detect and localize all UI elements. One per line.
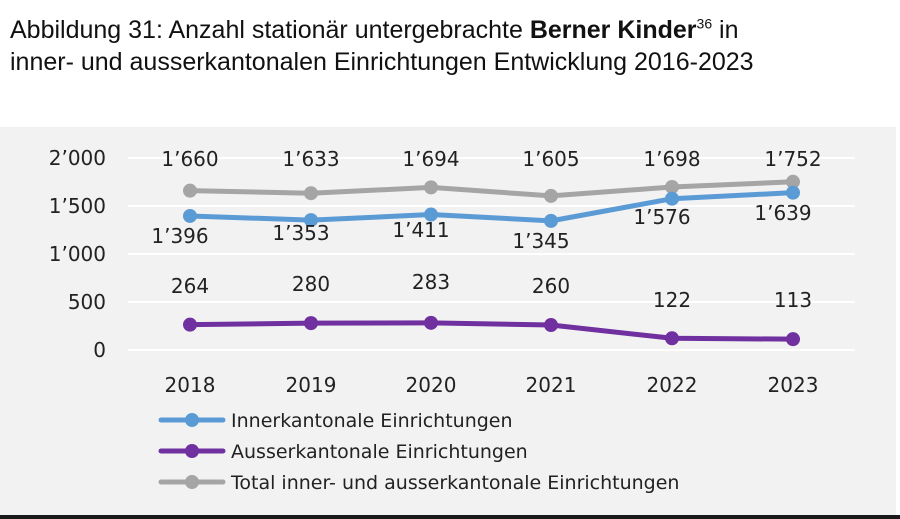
data-label: 1’605 — [522, 147, 579, 171]
data-point — [665, 179, 679, 194]
data-point — [786, 185, 800, 200]
title-line-2: inner- und ausserkantonalen Einrichtunge… — [10, 48, 754, 76]
x-tick-label: 2022 — [647, 373, 698, 397]
data-label: 113 — [774, 288, 812, 312]
chart-title: Abbildung 31: Anzahl stationär untergebr… — [10, 14, 890, 78]
series-line — [187, 179, 796, 199]
data-point — [424, 207, 438, 222]
data-point — [786, 332, 800, 347]
bottom-rule — [0, 515, 900, 519]
data-label: 1’396 — [151, 224, 208, 248]
legend-swatch-marker — [185, 413, 199, 427]
data-label: 283 — [412, 270, 450, 294]
data-label: 1’639 — [754, 201, 811, 225]
y-tick-label: 1’000 — [49, 242, 106, 266]
x-tick-label: 2018 — [165, 373, 216, 397]
legend-swatch-marker — [185, 475, 199, 489]
title-prefix: Abbildung 31: Anzahl stationär untergebr… — [10, 16, 530, 44]
data-point — [304, 186, 318, 201]
data-label: 1’694 — [402, 147, 459, 171]
data-label: 280 — [292, 272, 330, 296]
data-point — [183, 208, 197, 223]
y-tick-label: 500 — [68, 290, 106, 314]
title-bold: Berner Kinder — [529, 16, 697, 44]
data-point — [183, 183, 197, 198]
title-footnote: 36 — [696, 15, 713, 32]
data-label: 1’698 — [643, 147, 700, 171]
legend-label: Ausserkantonale Einrichtungen — [231, 441, 528, 463]
y-tick-label: 0 — [93, 338, 106, 362]
legend-swatch-marker — [185, 444, 199, 458]
data-point — [665, 331, 679, 346]
x-axis: 2018 2019 2020 2021 2022 2023 — [165, 373, 819, 397]
x-tick-label: 2020 — [406, 373, 457, 397]
data-point — [544, 213, 558, 228]
data-label: 1’411 — [392, 218, 449, 242]
data-point — [665, 191, 679, 206]
data-label: 1’353 — [272, 221, 329, 245]
data-point — [304, 316, 318, 331]
x-tick-label: 2021 — [526, 373, 577, 397]
legend: Innerkantonale Einrichtungen Ausserkanton… — [158, 410, 679, 494]
data-point — [183, 317, 197, 332]
y-tick-label: 1’500 — [49, 194, 106, 218]
data-label: 1’576 — [633, 205, 690, 229]
series-line — [187, 320, 796, 342]
grid — [128, 157, 855, 351]
y-tick-label: 2’000 — [49, 146, 106, 170]
data-label: 1’633 — [282, 147, 339, 171]
data-point — [304, 213, 318, 228]
data-label: 1’345 — [512, 229, 569, 253]
x-tick-label: 2023 — [768, 373, 819, 397]
title-line-1: Abbildung 31: Anzahl stationär untergebr… — [10, 14, 890, 46]
data-point — [786, 174, 800, 189]
data-point — [544, 318, 558, 333]
data-label: 264 — [171, 274, 209, 298]
legend-label: Total inner- und ausserkantonale Einrich… — [230, 472, 679, 494]
x-tick-label: 2019 — [286, 373, 337, 397]
data-point — [424, 315, 438, 330]
data-labels: 1’660 1’633 1’694 1’605 1’698 1’752 1’396 1’353… — [151, 147, 821, 312]
data-label: 1’752 — [764, 147, 821, 171]
data-label: 122 — [653, 288, 691, 312]
data-label: 1’660 — [161, 147, 218, 171]
series-line — [187, 190, 796, 224]
legend-label: Innerkantonale Einrichtungen — [231, 410, 513, 432]
title-suffix: in — [712, 16, 739, 44]
y-axis: 0 500 1’000 1’500 2’000 — [49, 146, 106, 362]
data-point — [424, 180, 438, 195]
series-group — [183, 174, 800, 347]
data-label: 260 — [532, 274, 570, 298]
data-point — [544, 188, 558, 203]
